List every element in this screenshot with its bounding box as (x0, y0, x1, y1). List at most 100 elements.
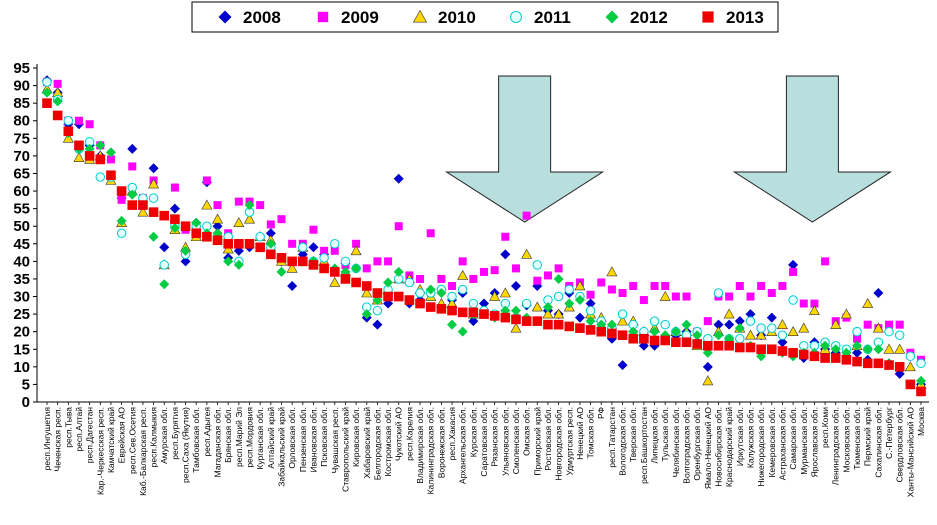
x-tick-label: Ставропольский край (340, 407, 350, 492)
highlight-arrow (732, 75, 893, 223)
point-2013 (74, 140, 84, 151)
point-2013 (532, 316, 543, 326)
point-2010 (904, 361, 916, 372)
x-tick-label: Камчатский край (106, 407, 116, 473)
point-2010 (776, 319, 788, 329)
x-tick-label: Ханты-Мансийский АО (905, 407, 915, 498)
point-2013 (319, 263, 329, 274)
point-2013 (95, 154, 106, 165)
point-2013 (553, 319, 564, 330)
point-2009 (384, 257, 393, 266)
point-2009 (885, 320, 894, 329)
point-2013 (830, 353, 841, 363)
point-2010 (862, 297, 874, 308)
x-tick-label: респ.Бурятия (170, 407, 180, 460)
point-2011 (415, 288, 425, 298)
point-2013 (42, 98, 52, 108)
point-2011 (148, 193, 159, 203)
point-2013 (329, 267, 340, 277)
point-2013 (287, 256, 297, 267)
x-tick-label: респ.Марий Эл (234, 407, 244, 467)
series-2013 (42, 98, 926, 397)
point-2010 (606, 266, 618, 277)
point-2013 (276, 253, 287, 263)
point-2012 (436, 288, 447, 299)
point-2013 (212, 235, 223, 246)
x-tick-label: Архангельская обл. (458, 407, 468, 484)
point-2008 (777, 337, 788, 348)
point-2013 (916, 386, 926, 397)
x-tick-label: Сахалинская обл. (873, 407, 883, 478)
point-2011 (649, 316, 660, 326)
legend-label: 2008 (243, 8, 281, 27)
x-tick-label: Кар.-Черкесская респ. (95, 407, 105, 495)
point-2009 (85, 120, 94, 129)
point-2010 (542, 308, 554, 319)
y-tick-label: 10 (13, 359, 30, 376)
x-tick-label: Калининградская обл. (426, 407, 436, 494)
point-2009 (682, 292, 691, 301)
legend-label: 2009 (341, 8, 379, 27)
point-2009 (639, 296, 648, 305)
x-tick-label: Чукотский АО (394, 407, 404, 461)
point-2012 (244, 200, 255, 211)
point-2009 (511, 264, 520, 273)
point-2010 (755, 329, 767, 340)
point-2010 (798, 322, 810, 333)
x-tick-label: Воронежская обл. (436, 407, 446, 478)
x-tick-label: Ярославская обл. (809, 407, 819, 477)
x-tick-label: Ленинградская обл. (831, 407, 841, 485)
point-2008 (510, 280, 521, 291)
point-2013 (393, 291, 404, 302)
arrows (444, 75, 893, 223)
legend-marker (412, 9, 428, 23)
point-2011 (884, 326, 894, 337)
x-tick-label: респ.Коми (820, 407, 830, 448)
point-2010 (840, 308, 852, 319)
point-2012 (447, 319, 458, 330)
point-2013 (820, 353, 830, 363)
point-2011 (756, 323, 766, 333)
point-2010 (894, 343, 906, 354)
point-2008 (500, 249, 511, 260)
point-2009 (863, 320, 872, 329)
x-tick-label: Нижегородская обл. (756, 407, 766, 487)
point-2008 (372, 319, 383, 330)
point-2013 (628, 333, 639, 344)
point-2011 (95, 172, 106, 182)
point-2009 (735, 281, 744, 290)
point-2009 (320, 246, 329, 255)
point-2010 (350, 245, 362, 256)
point-2011 (116, 228, 127, 238)
point-2013 (468, 307, 479, 318)
point-2009 (543, 271, 552, 280)
point-2009 (554, 264, 563, 273)
legend-marker (605, 10, 619, 24)
x-tick-label: Пермский край (863, 407, 873, 466)
point-2013 (671, 337, 681, 348)
point-2009 (53, 79, 62, 88)
x-tick-label: Брянская обл. (223, 407, 233, 463)
point-2009 (703, 317, 712, 326)
point-2011 (660, 319, 670, 330)
point-2011 (894, 330, 905, 340)
point-2012 (116, 215, 127, 226)
point-2010 (499, 287, 511, 298)
x-tick-labels: респ.Ингушетия Чеченская респ. респ.Тыва ре… (42, 402, 926, 497)
x-tick-label: Липецкая обл. (650, 407, 660, 464)
y-tick-label: 25 (13, 306, 30, 323)
point-2012 (457, 326, 468, 337)
point-2008 (180, 256, 191, 267)
point-2010 (212, 213, 224, 224)
point-2010 (574, 280, 586, 291)
point-2010 (244, 213, 256, 224)
point-2008 (265, 228, 276, 239)
point-2010 (73, 152, 85, 162)
x-tick-label: РФ (596, 407, 606, 419)
point-2011 (404, 277, 415, 288)
point-2011 (447, 291, 457, 302)
point-2012 (52, 96, 63, 107)
point-2008 (308, 242, 319, 253)
x-tick-label: Смоленская обл. (511, 407, 521, 474)
x-tick-label: Тюменская обл. (852, 407, 862, 470)
